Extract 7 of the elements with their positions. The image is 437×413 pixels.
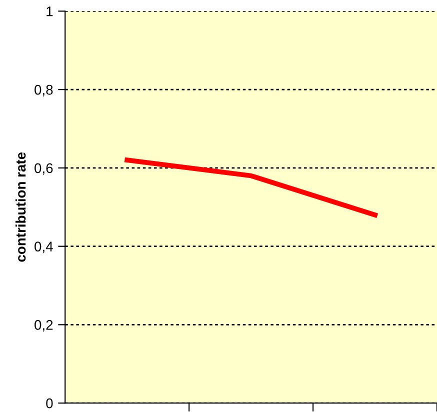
y-tick-label: 0,4 — [34, 242, 53, 254]
y-tick-label: 0,8 — [34, 84, 53, 96]
y-axis-title: contribution rate — [16, 152, 26, 262]
y-tick-label: 0,2 — [34, 320, 53, 332]
y-tick-label: 0 — [46, 398, 53, 408]
y-tick-label: 0,6 — [34, 163, 53, 175]
y-tick-label: 1 — [46, 6, 53, 16]
